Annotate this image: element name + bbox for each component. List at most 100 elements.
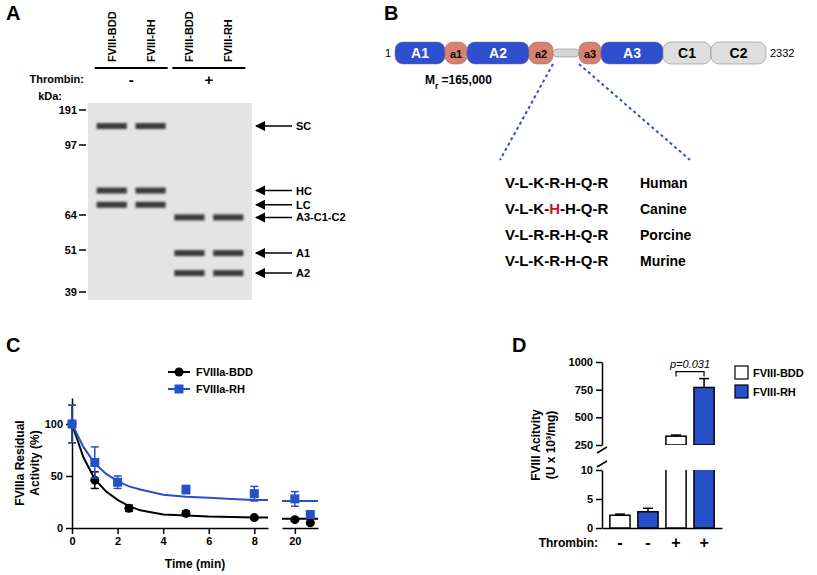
tick-mark <box>596 445 602 447</box>
band-arrow <box>256 190 292 192</box>
point <box>124 504 133 513</box>
bar <box>694 470 714 528</box>
error-line <box>699 378 709 380</box>
error-line <box>291 491 299 493</box>
point <box>250 489 259 498</box>
point <box>306 518 315 527</box>
sequence: V-L-K-H-H-Q-R <box>505 200 609 217</box>
error-line <box>291 505 299 507</box>
error-bar <box>114 476 122 488</box>
tick-mark <box>596 417 602 419</box>
residues: V-L-R-R-H-Q-R <box>505 226 608 243</box>
marker-tick <box>79 214 86 216</box>
legend-swatch <box>735 366 748 379</box>
gel-band <box>97 123 127 129</box>
residues: V-L-K-R-H-Q-R <box>505 252 608 269</box>
mass-value: =165,000 <box>442 73 493 87</box>
tick: 500 <box>575 411 602 423</box>
point <box>290 494 299 503</box>
error-bar <box>182 485 190 493</box>
mass-label: Mr=165,000 <box>425 73 492 91</box>
tick: 1000 <box>569 356 602 368</box>
point <box>181 509 190 518</box>
plot-area <box>68 405 269 522</box>
error-line <box>250 486 258 488</box>
domain-label: A1 <box>411 45 429 61</box>
axis-line <box>602 363 604 446</box>
gel-band <box>135 202 165 208</box>
bar <box>694 387 714 445</box>
point <box>68 420 77 429</box>
tick-label: 10 <box>581 464 593 476</box>
bracket <box>676 372 704 377</box>
panel-d: D05102505007501000--++Thrombin:p=0.031FV… <box>512 0 804 551</box>
point <box>113 478 122 487</box>
error-line <box>643 508 653 510</box>
tick: 50 <box>51 470 72 482</box>
marker-label: 97 <box>65 139 77 151</box>
band-label: LC <box>296 199 311 211</box>
annotation: p=0.031 <box>669 358 710 370</box>
lane-label: FVIII-BDD <box>106 11 118 62</box>
legend-entry: FVIII-BDD <box>735 366 804 379</box>
gel-band <box>213 250 243 256</box>
end-label: 2332 <box>770 47 794 59</box>
plot-area <box>610 470 714 528</box>
error-line <box>91 488 99 490</box>
tick-label: 0 <box>587 522 593 534</box>
lane-label: FVIII-RH <box>145 19 157 62</box>
band-arrow <box>256 125 292 127</box>
tick: - <box>645 534 650 551</box>
legend-entry: FVIIIa-RH <box>168 383 245 395</box>
lane-label: FVIII-BDD <box>183 11 195 62</box>
tick-mark <box>208 528 210 534</box>
domain <box>601 42 663 64</box>
error-line <box>68 405 76 407</box>
tick-label: 20 <box>289 535 301 547</box>
tick-label: 500 <box>575 411 593 423</box>
marker-label: 51 <box>65 244 77 256</box>
domain <box>711 42 766 64</box>
y-title: FVIIIa Residual <box>13 420 27 505</box>
gel-band <box>174 250 204 256</box>
axis-break <box>597 461 607 467</box>
band-arrow <box>256 272 292 274</box>
marker-tick <box>79 249 86 251</box>
point <box>90 458 99 467</box>
axis: --++ <box>603 529 723 552</box>
tick: 20 <box>289 528 301 547</box>
tick: + <box>671 534 680 551</box>
tick-label: 8 <box>252 535 258 547</box>
tick-label: + <box>671 534 680 551</box>
domain-label: C2 <box>730 45 748 61</box>
error-bar <box>91 447 99 478</box>
domain <box>467 42 529 64</box>
error-bar <box>250 486 258 501</box>
legend-label: FVIII-BDD <box>753 367 804 379</box>
domain <box>579 42 601 64</box>
tick: 6 <box>206 528 212 547</box>
plot-area <box>666 379 714 445</box>
marker-tick <box>79 291 86 293</box>
tick-mark <box>66 476 72 478</box>
axis: 050100 <box>45 399 73 535</box>
residues: -H-Q-R <box>560 200 608 217</box>
axis-line <box>73 528 269 530</box>
mass-subscript: r <box>435 81 439 91</box>
panel-label: D <box>512 334 526 356</box>
error-bar <box>68 405 76 442</box>
tick: + <box>699 534 708 551</box>
legend-entry: FVIIIa-BDD <box>168 366 253 378</box>
panel-label: B <box>384 2 398 24</box>
domain-label: C1 <box>678 45 696 61</box>
domain <box>445 42 467 64</box>
zoom-line <box>579 64 690 160</box>
error-line <box>91 477 99 479</box>
band-label: A1 <box>296 247 310 259</box>
treatment-bar <box>95 67 168 69</box>
treatment-title: Thrombin: <box>30 73 84 85</box>
tick-label: 2 <box>115 535 121 547</box>
error-bar <box>68 405 76 442</box>
bar <box>666 470 686 528</box>
tick: 750 <box>575 384 602 396</box>
